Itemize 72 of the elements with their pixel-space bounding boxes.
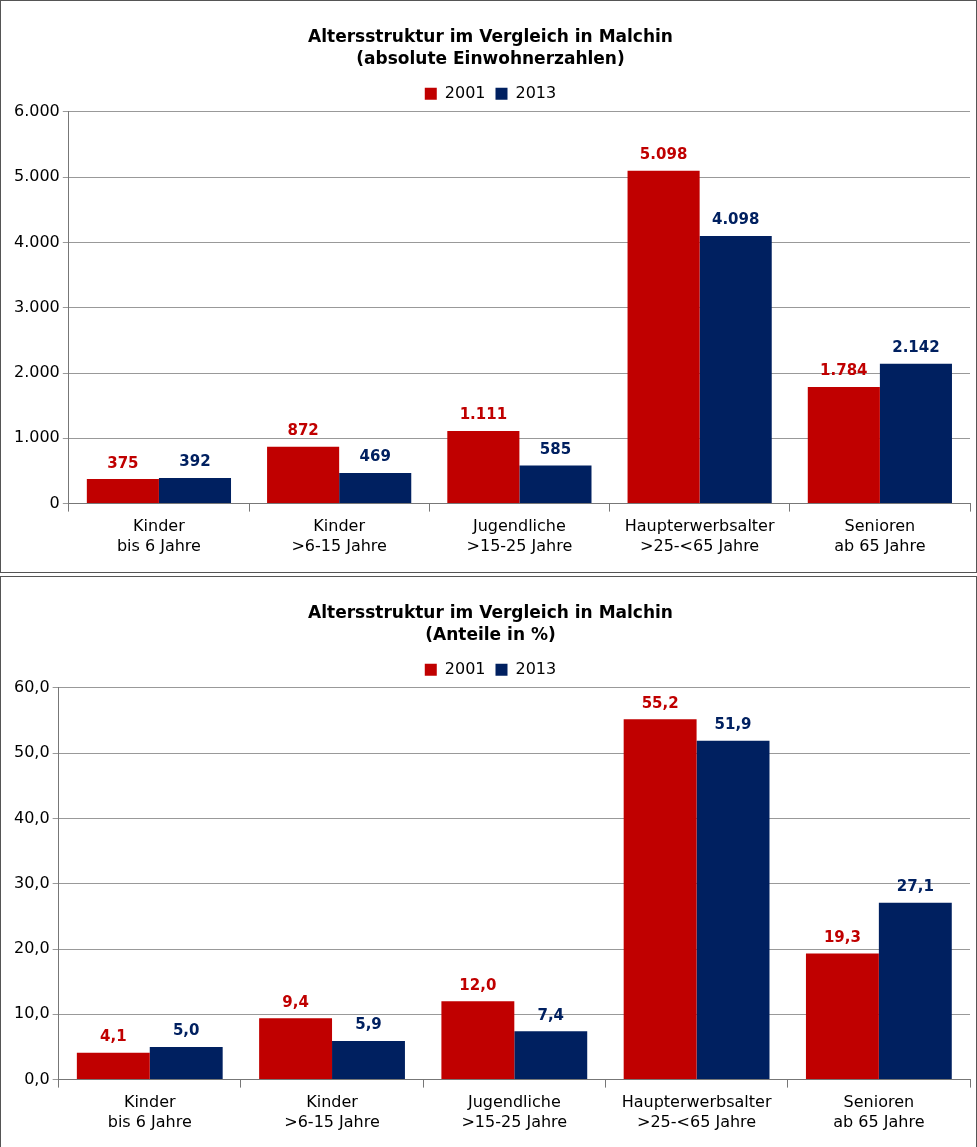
y-tick-label: 50,0 [14,742,50,762]
bar [332,1041,405,1080]
data-label: 51,9 [714,715,752,734]
bar [623,719,697,1080]
x-tick-label: Jugendliche >15-25 Jahre [466,516,573,555]
legend-label: 2001 [444,82,486,102]
bar [149,1046,223,1080]
data-label: 27,1 [896,877,934,896]
y-tick-label: 0,0 [24,1068,50,1088]
legend-label: 2013 [515,658,557,678]
data-label: 1.784 [820,361,868,380]
bar [158,478,232,504]
y-tick-label: 4.000 [13,231,60,251]
bar [267,446,340,504]
bar [699,236,772,504]
bar [339,472,412,504]
y-tick-label: 60,0 [14,676,50,696]
bar [805,953,879,1080]
y-tick-label: 2.000 [13,362,60,382]
x-tick-label: Kinder bis 6 Jahre [116,516,201,555]
legend-label: 2001 [444,658,486,678]
bar [879,363,952,504]
data-label: 5,9 [355,1015,382,1034]
y-tick-label: 3.000 [13,296,60,316]
data-label: 4.098 [711,210,760,229]
y-tick-label: 20,0 [14,938,50,958]
chart-subtitle: (Anteile in %) [425,624,556,645]
y-tick-label: 5.000 [13,166,60,186]
x-tick-label: Haupterwerbsalter >25-<65 Jahre [621,1092,772,1131]
x-tick-label: Kinder >6-15 Jahre [284,1092,380,1131]
bar [696,740,770,1080]
y-tick-label: 1.000 [13,427,60,447]
data-label: 1.111 [459,405,508,424]
legend-label: 2013 [515,82,557,102]
data-label: 12,0 [459,975,497,994]
bar [519,465,592,504]
y-tick-label: 0 [49,492,60,512]
data-label: 469 [359,447,391,466]
data-label: 19,3 [823,927,861,946]
y-tick-label: 40,0 [14,807,50,827]
data-label: 7,4 [537,1005,565,1024]
data-label: 375 [107,453,139,472]
y-tick-label: 6.000 [13,100,60,120]
bar [259,1018,333,1080]
data-label: 585 [539,439,572,458]
data-label: 872 [287,421,319,440]
data-label: 5.098 [639,145,688,164]
data-label: 2.142 [892,338,940,357]
bar [76,1052,150,1080]
x-tick-label: Senioren ab 65 Jahre [834,516,926,555]
x-tick-label: Kinder bis 6 Jahre [107,1092,192,1131]
bar [807,387,880,504]
bar [441,1001,515,1080]
data-label: 9,4 [282,992,309,1011]
x-tick-label: Senioren ab 65 Jahre [833,1092,925,1131]
x-tick-label: Kinder >6-15 Jahre [291,516,387,555]
chart-title: Altersstruktur im Vergleich in Malchin [308,601,673,622]
y-tick-label: 30,0 [14,872,50,892]
data-label: 55,2 [641,693,679,712]
chart-subtitle: (absolute Einwohnerzahlen) [356,48,625,69]
data-label: 5,0 [172,1021,200,1040]
x-tick-label: Haupterwerbsalter >25-<65 Jahre [624,516,775,555]
y-tick-label: 10,0 [14,1003,50,1023]
data-label: 392 [179,452,211,471]
bar [86,479,159,504]
data-label: 4,1 [100,1027,127,1046]
bar [878,902,952,1080]
bar [447,431,520,504]
bar [514,1031,588,1080]
chart-title: Altersstruktur im Vergleich in Malchin [308,25,673,46]
bar [627,170,700,504]
x-tick-label: Jugendliche >15-25 Jahre [461,1092,568,1131]
